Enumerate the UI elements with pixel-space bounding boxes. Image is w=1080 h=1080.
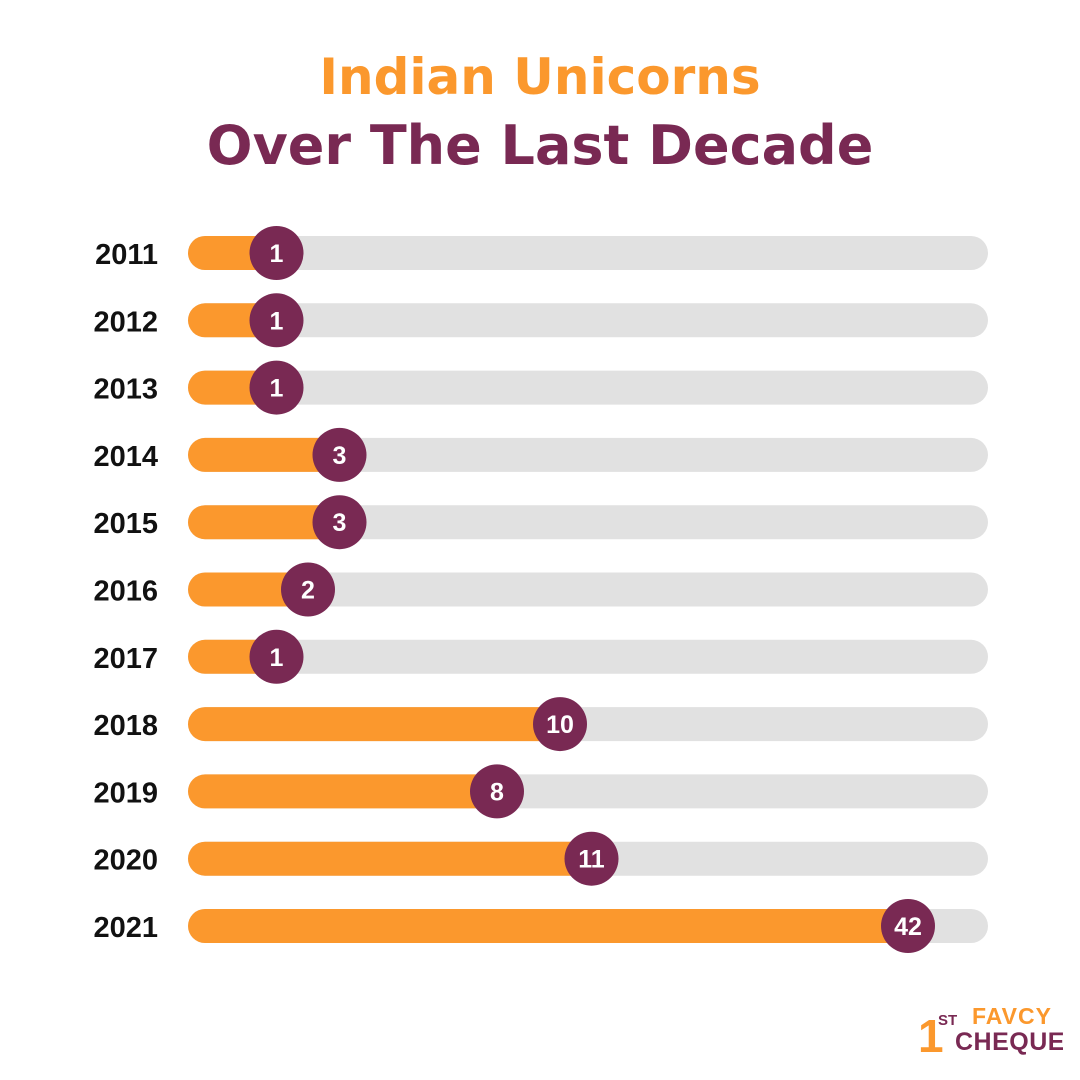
- category-label-2017: 2017: [93, 643, 158, 675]
- data-label-2020: 11: [578, 846, 605, 874]
- bar-track-2015: [188, 505, 988, 540]
- logo-numeral: 1: [918, 1010, 944, 1060]
- bar-2016: [188, 572, 308, 607]
- category-label-2016: 2016: [93, 576, 158, 608]
- category-label-2013: 2013: [93, 374, 158, 406]
- data-label-2015: 3: [333, 509, 347, 537]
- category-label-2014: 2014: [93, 441, 158, 473]
- logo-line-1: FAVCY: [972, 1003, 1052, 1029]
- value-marker-2013: [249, 360, 304, 415]
- favcy-first-cheque-logo: 1 ST FAVCY CHEQUE: [918, 1003, 1063, 1060]
- data-label-2012: 1: [270, 307, 284, 335]
- bar-track-2011: [188, 236, 988, 270]
- value-marker-2021: [881, 899, 935, 953]
- bar-2021: [188, 909, 908, 943]
- data-label-2019: 8: [490, 778, 504, 806]
- value-marker-2017: [249, 629, 304, 684]
- bar-2014: [188, 437, 340, 472]
- value-marker-2014: [312, 427, 367, 482]
- chart-title-line-2: Over The Last Decade: [206, 114, 874, 177]
- value-marker-2012: [249, 293, 304, 348]
- bar-2015: [188, 505, 340, 540]
- category-label-2021: 2021: [93, 912, 158, 944]
- bar-track-2013: [188, 370, 988, 405]
- bar-2020: [188, 841, 592, 876]
- data-label-2011: 1: [270, 240, 284, 268]
- data-label-2021: 42: [894, 913, 922, 941]
- category-label-2019: 2019: [93, 777, 158, 809]
- value-marker-2015: [312, 495, 367, 550]
- value-marker-2020: [564, 831, 619, 886]
- category-label-2012: 2012: [93, 306, 158, 338]
- data-label-2013: 1: [270, 375, 284, 403]
- value-marker-2018: [533, 697, 587, 752]
- data-label-2014: 3: [333, 442, 347, 470]
- logo-line-2: CHEQUE: [955, 1028, 1063, 1056]
- data-label-2017: 1: [270, 644, 284, 672]
- chart-title-line-1: Indian Unicorns: [319, 48, 761, 106]
- bar-track-2014: [188, 437, 988, 472]
- value-marker-2016: [281, 562, 335, 617]
- category-label-2020: 2020: [93, 845, 158, 877]
- category-label-2018: 2018: [93, 710, 158, 742]
- category-label-2015: 2015: [93, 508, 158, 540]
- bar-track-2016: [188, 572, 988, 607]
- bar-track-2017: [188, 639, 988, 674]
- data-label-2018: 10: [546, 711, 574, 739]
- bar-2018: [188, 707, 560, 742]
- logo-superscript: ST: [938, 1012, 957, 1029]
- value-marker-2019: [470, 764, 524, 819]
- bar-2019: [188, 774, 497, 809]
- value-marker-2011: [249, 226, 304, 280]
- category-label-2011: 2011: [95, 239, 158, 271]
- data-label-2016: 2: [301, 577, 315, 605]
- bar-track-2012: [188, 303, 988, 338]
